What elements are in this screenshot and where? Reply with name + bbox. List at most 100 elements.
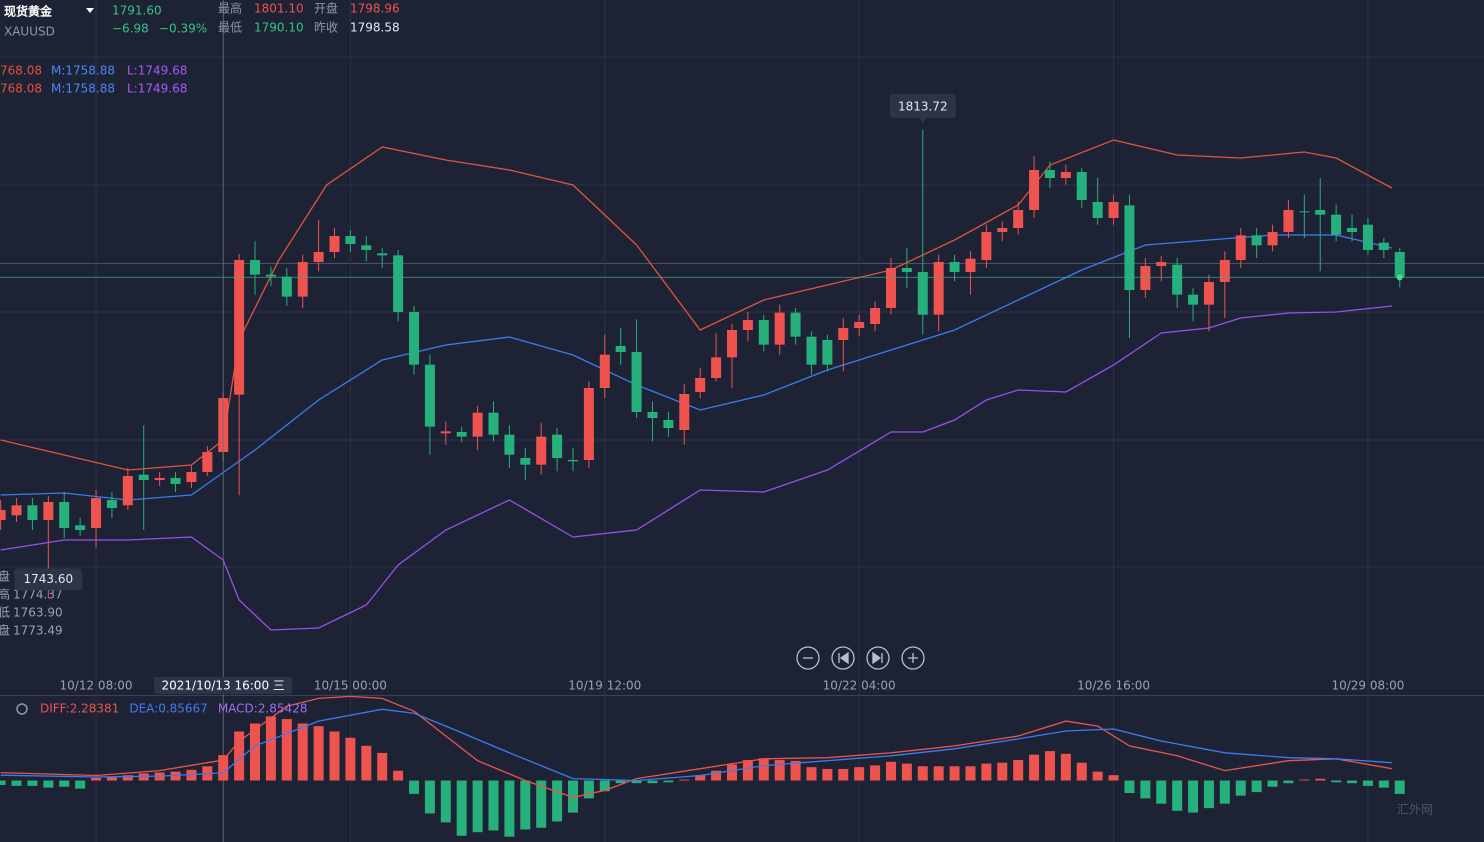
crosshair-date: 2021/10/13 16:00 三 (162, 679, 285, 693)
macd-bar (409, 780, 420, 794)
low-label-box (14, 568, 83, 591)
macd-bar (1315, 778, 1326, 781)
candle-body (106, 500, 117, 508)
macd-bar (1283, 780, 1294, 784)
candle-body (1076, 172, 1087, 200)
macd-bar (488, 780, 499, 831)
candle-body (790, 312, 801, 337)
candle-body (726, 330, 737, 358)
macd-bar (1394, 780, 1405, 794)
zoom-in-button[interactable] (901, 646, 925, 670)
x-tick-label: 10/12 08:00 (60, 679, 133, 693)
macd-bar (567, 780, 578, 813)
rewind-button[interactable] (831, 646, 855, 670)
stat-value: 1790.10 (254, 21, 304, 35)
macd-bar (838, 768, 849, 781)
candle-body (631, 352, 642, 412)
candle-body (1203, 282, 1214, 305)
stat-label: 最低 (218, 21, 242, 35)
candle-body (1347, 228, 1358, 232)
band-legend: M:1758.88 (51, 82, 115, 96)
candle-body (1060, 172, 1071, 178)
candle-body (488, 412, 499, 435)
candle-body (377, 253, 388, 256)
candle-body (504, 434, 515, 455)
macd-bar (583, 780, 594, 799)
settings-icon[interactable] (16, 703, 28, 715)
macd-bar (75, 780, 86, 789)
stat-value: 1798.58 (350, 21, 400, 35)
macd-bar (313, 726, 324, 781)
zoom-out-button[interactable] (796, 646, 820, 670)
candle-body (1251, 235, 1262, 246)
candle-body (1172, 264, 1183, 295)
macd-bar (885, 761, 896, 781)
ohlc-value: 1774.37 (13, 588, 63, 602)
candle-body (1124, 205, 1135, 290)
macd-bar (106, 776, 117, 781)
macd-bar (1124, 780, 1135, 793)
rewind-icon (838, 651, 849, 665)
macd-bar (27, 780, 38, 786)
macd-bar (758, 758, 769, 781)
macd-bar (1044, 751, 1055, 781)
dropdown-caret[interactable] (86, 8, 94, 13)
x-tick-label: 10/26 16:00 (1077, 679, 1150, 693)
macd-bar (377, 752, 388, 781)
candle-body (1092, 202, 1103, 218)
candle-body (265, 274, 276, 277)
candle-body (1140, 266, 1151, 290)
plus-icon (908, 653, 918, 663)
candle-body (43, 502, 54, 520)
candle-body (1267, 232, 1278, 246)
macd-bar (774, 760, 785, 781)
candle-body (250, 260, 261, 275)
macd-bar (552, 780, 563, 822)
candle-body (75, 525, 86, 530)
macd-bar (1299, 779, 1310, 781)
macd-bar (663, 780, 674, 783)
macd-bar (965, 766, 976, 781)
candle-body (409, 312, 420, 365)
candle-body (345, 236, 356, 244)
high-label-box (889, 93, 956, 118)
candle-body (583, 388, 594, 460)
x-tick-label: 10/19 12:00 (568, 679, 641, 693)
candle-body (11, 505, 22, 516)
candle-body (1029, 170, 1040, 210)
candle-body (424, 364, 435, 427)
candle-body (170, 478, 181, 484)
forward-button[interactable] (866, 646, 890, 670)
candle-body (806, 336, 817, 365)
candle-body (1013, 210, 1024, 228)
candle-body (695, 378, 706, 392)
indicator-line (0, 305, 1392, 631)
candle-body (1394, 252, 1405, 278)
macd-bar (1235, 780, 1246, 796)
candle-body (122, 476, 133, 506)
current-price-dot (1396, 274, 1403, 281)
candle-body (615, 346, 626, 352)
macd-bar (91, 777, 102, 781)
macd-bar (170, 771, 181, 781)
macd-bar (265, 716, 276, 781)
zoom-controls (796, 646, 925, 670)
candle-body (854, 322, 865, 328)
macd-bar (615, 780, 626, 784)
candle-body (1378, 242, 1389, 250)
price: 1791.60 (112, 4, 162, 18)
macd-bar (1362, 780, 1373, 786)
instrument-name[interactable]: 现货黄金 (4, 4, 53, 19)
band-legend: 768.08 (0, 64, 42, 78)
macd-bar (1060, 753, 1071, 781)
symbol: XAUUSD (4, 25, 55, 39)
candle-body (361, 245, 372, 250)
macd-bar (1378, 780, 1389, 788)
macd-bar (1108, 775, 1119, 781)
band-legend: M:1758.88 (51, 64, 115, 78)
candle-body (138, 474, 149, 480)
stat-value: 1798.96 (350, 2, 400, 16)
macd-bar (536, 780, 547, 828)
candle-body (758, 320, 769, 345)
